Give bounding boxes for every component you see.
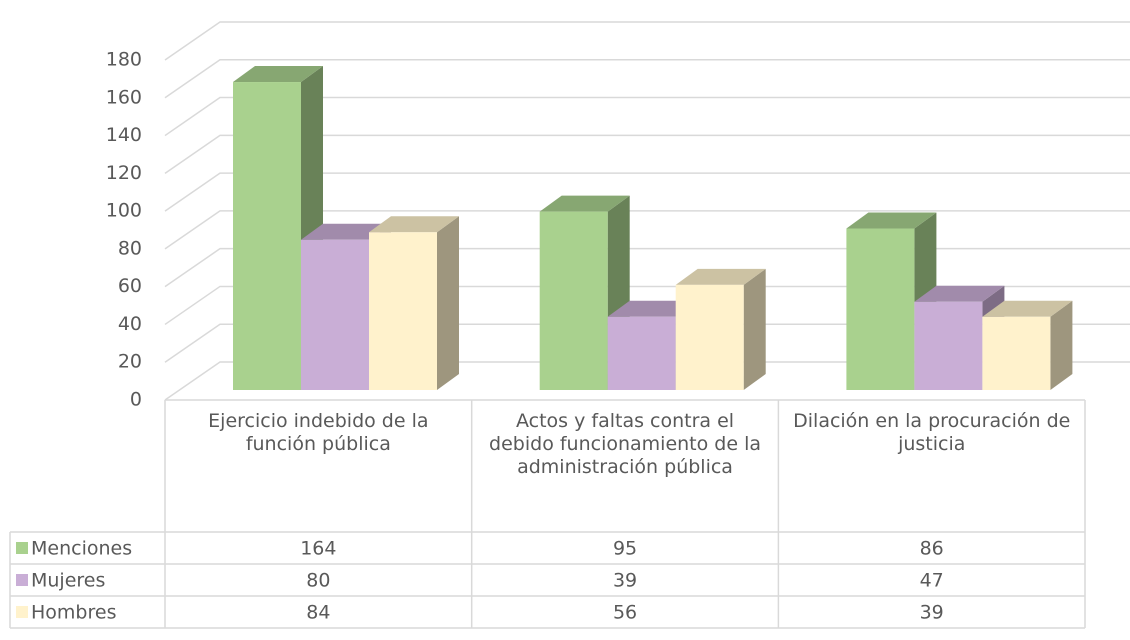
legend-swatch [16, 606, 28, 618]
y-tick-label: 0 [130, 389, 142, 411]
bar-top [369, 216, 459, 233]
bar-front [369, 232, 437, 390]
legend-label: Mujeres [31, 570, 105, 592]
bar-front [233, 82, 301, 391]
grid-line [164, 21, 1130, 61]
bar-front [914, 301, 983, 390]
table-value: 95 [613, 538, 637, 560]
y-tick-label: 20 [118, 351, 142, 373]
grid-line [164, 323, 1130, 363]
bar-top [914, 285, 1005, 302]
x-tick-label: Ejercicio indebido de la función pública [208, 410, 429, 455]
bar-front [982, 316, 1051, 390]
bar-front [846, 228, 915, 390]
grid-line [164, 59, 1130, 99]
bar [675, 268, 766, 390]
legend-swatch [16, 542, 28, 554]
bar-front [607, 316, 676, 390]
table-value: 39 [920, 602, 944, 624]
bar-side [437, 216, 459, 390]
grid-line [164, 134, 1130, 174]
y-tick-label: 160 [106, 86, 142, 108]
grid-line [164, 172, 1130, 212]
bar-top [301, 223, 391, 240]
bar-front [675, 284, 744, 390]
y-tick-label: 180 [106, 49, 142, 71]
bar-side [1050, 300, 1073, 390]
grid-line [164, 285, 1130, 326]
bar [369, 216, 459, 390]
category-cell: Actos y faltas contra el debido funciona… [489, 410, 762, 478]
bar-top [675, 268, 766, 285]
bar-top [539, 195, 630, 212]
bar-side [743, 268, 766, 390]
y-tick-label: 120 [106, 162, 142, 184]
x-tick-label: Actos y faltas contra el debido funciona… [489, 410, 762, 478]
x-tick-label: Dilación en la procuración de justicia [793, 410, 1071, 455]
grid-line [164, 247, 1130, 288]
bar-top [607, 300, 698, 317]
bar-top [982, 300, 1073, 317]
y-tick-label: 80 [118, 237, 142, 259]
legend-swatch [16, 574, 28, 586]
y-tick-label: 60 [118, 275, 142, 297]
y-tick-label: 100 [106, 200, 142, 222]
y-tick-label: 40 [118, 313, 142, 335]
grid-line [164, 361, 1130, 401]
category-cell: Ejercicio indebido de la función pública [208, 410, 429, 455]
bar [982, 300, 1073, 390]
category-cell: Dilación en la procuración de justicia [793, 410, 1071, 455]
bar-front [301, 239, 369, 390]
table-value: 47 [920, 570, 944, 592]
table-value: 84 [306, 602, 330, 624]
table-value: 164 [300, 538, 336, 560]
bar-top [846, 212, 937, 229]
grid-line [164, 96, 1130, 137]
y-tick-label: 140 [106, 124, 142, 146]
bar-top [233, 66, 323, 83]
grid-line [164, 210, 1130, 250]
table-value: 80 [306, 570, 330, 592]
table-value: 39 [613, 570, 637, 592]
table-value: 56 [613, 602, 637, 624]
legend-label: Menciones [31, 538, 132, 560]
bar-front [539, 211, 608, 390]
table-value: 86 [920, 538, 944, 560]
legend-label: Hombres [31, 602, 116, 624]
